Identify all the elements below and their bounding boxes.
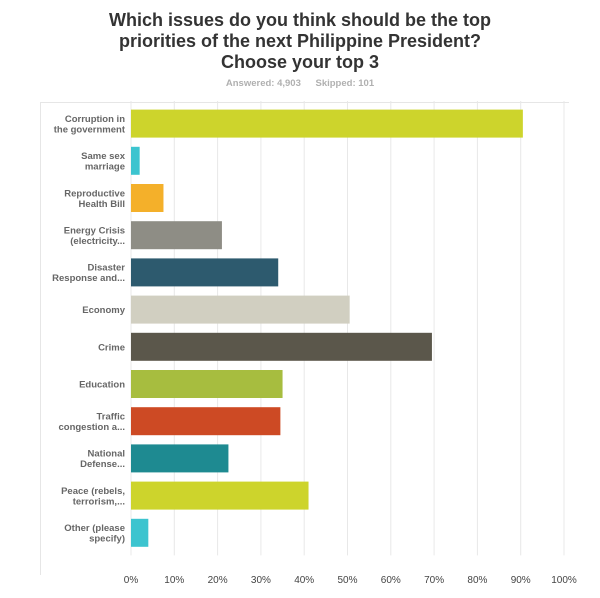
category-label: National: [88, 449, 125, 460]
bar: [131, 184, 164, 212]
x-tick-label: 100%: [551, 575, 577, 586]
x-tick-label: 40%: [294, 575, 314, 586]
x-tick-label: 0%: [124, 575, 139, 586]
x-tick-label: 20%: [208, 575, 228, 586]
category-label: Economy: [82, 305, 125, 316]
x-tick-label: 70%: [424, 575, 444, 586]
category-label: the government: [54, 124, 126, 135]
title-line-1: Which issues do you think should be the …: [108, 10, 491, 30]
x-tick-label: 80%: [467, 575, 487, 586]
category-label: Crime: [98, 342, 125, 353]
title-line-3: Choose your top 3: [220, 52, 379, 72]
response-stats: Answered: 4,903 Skipped: 101: [0, 78, 600, 89]
bar: [131, 444, 229, 473]
category-label: congestion a...: [58, 422, 125, 433]
bar: [131, 109, 523, 138]
x-tick-label: 60%: [381, 575, 401, 586]
bar: [131, 332, 432, 361]
category-label: Energy Crisis: [64, 225, 125, 236]
category-label: Traffic: [96, 411, 125, 422]
x-tick-label: 90%: [511, 575, 531, 586]
category-label: Same sex: [81, 151, 126, 162]
bar: [131, 518, 149, 547]
bar: [131, 370, 283, 398]
bar: [131, 258, 279, 287]
category-label: Other (please: [64, 523, 125, 534]
chart-title: Which issues do you think should be the …: [60, 10, 540, 73]
bar: [131, 407, 281, 436]
category-label: Disaster: [88, 263, 126, 274]
bar: [131, 481, 309, 510]
category-label: terrorism,...: [73, 496, 125, 507]
category-label: Corruption in: [65, 114, 125, 125]
title-line-2: priorities of the next Philippine Presid…: [118, 31, 482, 51]
answered-count: Answered: 4,903: [225, 78, 301, 89]
category-label: Peace (rebels,: [61, 486, 125, 497]
category-label: Response and...: [52, 273, 125, 284]
bar: [131, 295, 350, 324]
bar: [131, 221, 222, 250]
category-label: Education: [79, 380, 125, 391]
x-tick-label: 10%: [164, 575, 184, 586]
x-tick-label: 30%: [251, 575, 271, 586]
x-tick-label: 50%: [337, 575, 357, 586]
bar: [131, 146, 140, 175]
category-label: Health Bill: [79, 199, 125, 210]
category-label: (electricity...: [70, 236, 125, 247]
skipped-count: Skipped: 101: [315, 78, 375, 89]
category-label: specify): [89, 534, 125, 545]
category-label: marriage: [85, 162, 125, 173]
category-label: Reproductive: [64, 188, 125, 199]
category-label: Defense...: [80, 459, 125, 470]
